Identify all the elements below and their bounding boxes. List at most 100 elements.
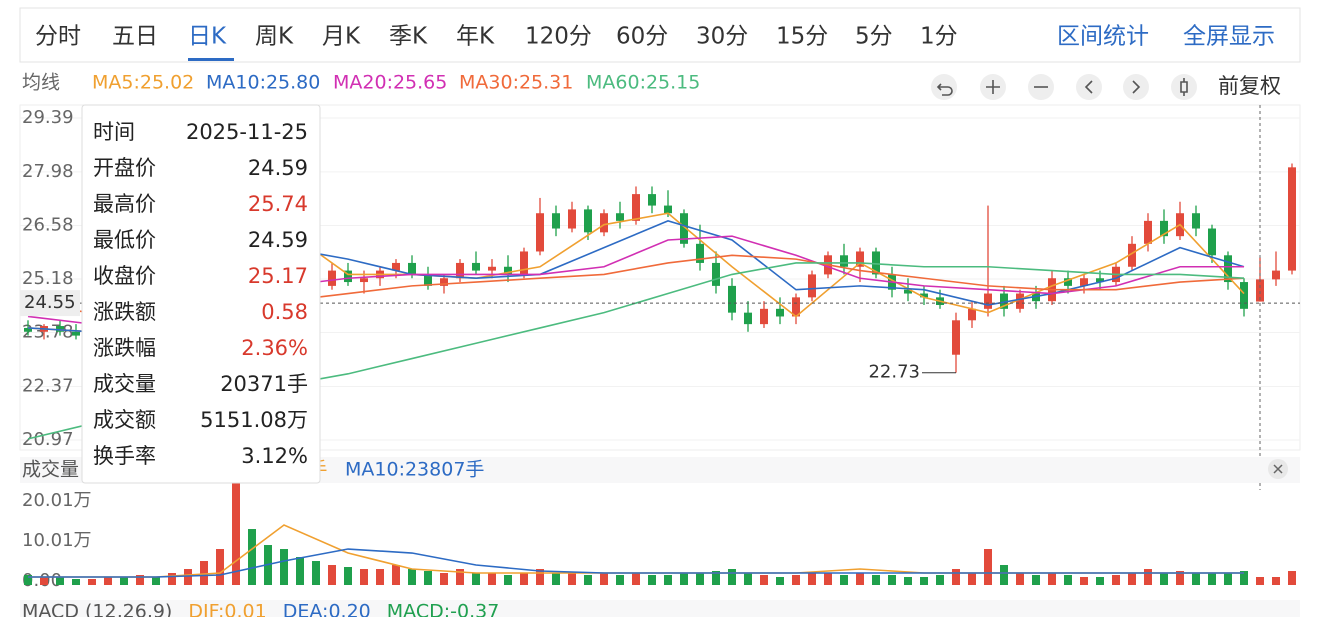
volume-bar	[1240, 571, 1248, 585]
tab[interactable]: 年K	[456, 24, 495, 50]
tab[interactable]: 月K	[322, 24, 361, 50]
volume-bar	[936, 575, 944, 585]
volume-bar	[984, 549, 992, 585]
candle-body	[360, 278, 368, 283]
volume-bar	[488, 573, 496, 585]
volume-bar	[1032, 575, 1040, 585]
tab[interactable]: 15分	[776, 24, 828, 50]
tab-underline	[188, 58, 234, 61]
candle-body	[984, 293, 992, 309]
volume-bar	[136, 575, 144, 585]
candle-body	[728, 285, 736, 313]
volume-bar	[360, 569, 368, 585]
tooltip-value: 2025-11-25	[186, 120, 308, 144]
volume-bar	[248, 529, 256, 585]
tab[interactable]: 5分	[855, 24, 893, 50]
candle-body	[600, 213, 608, 233]
volume-bar	[1192, 573, 1200, 585]
min-label: 22.73	[868, 362, 920, 383]
candle-body	[808, 274, 816, 298]
volume-title: 成交量	[22, 459, 79, 481]
candle-body	[744, 312, 752, 325]
candle-body	[616, 213, 624, 221]
action-link[interactable]: 区间统计	[1057, 24, 1149, 50]
volume-bar	[1016, 573, 1024, 585]
volume-bar	[168, 573, 176, 585]
tab[interactable]: 周K	[255, 24, 294, 50]
volume-ma-legend: MA10:23807手	[345, 459, 484, 481]
tooltip-label: 成交额	[93, 408, 156, 432]
tab[interactable]: 1分	[920, 24, 958, 50]
tooltip-value: 0.58	[261, 300, 308, 324]
volume-bar	[1000, 565, 1008, 585]
volume-bar	[1272, 577, 1280, 585]
candle-body	[488, 266, 496, 271]
volume-bar	[888, 575, 896, 585]
volume-bar	[1112, 575, 1120, 585]
candle-body	[424, 274, 432, 286]
candle-body	[328, 270, 336, 286]
candle-body	[680, 213, 688, 244]
tab[interactable]: 30分	[696, 24, 748, 50]
toolbar	[931, 74, 1197, 100]
candle-body	[856, 251, 864, 267]
volume-bar	[56, 577, 64, 585]
tab[interactable]: 季K	[389, 24, 428, 50]
candle-button[interactable]	[1171, 74, 1197, 100]
candle-body	[584, 209, 592, 233]
volume-bar	[616, 575, 624, 585]
volume-bar	[968, 573, 976, 585]
candle-body	[1144, 220, 1152, 244]
volume-bar	[232, 481, 240, 585]
tab[interactable]: 五日	[112, 24, 158, 50]
left-button[interactable]	[1076, 74, 1102, 100]
candle-body	[760, 308, 768, 325]
right-button[interactable]	[1123, 74, 1149, 100]
candle-body	[1080, 278, 1088, 286]
tooltip-value: 24.59	[248, 228, 308, 252]
macd-legend: MACD (12,26,9)	[22, 601, 172, 617]
tooltip-label: 换手率	[93, 444, 156, 468]
last-price-box	[20, 290, 80, 317]
tooltip-value: 25.17	[248, 264, 308, 288]
volume-bar	[856, 573, 864, 585]
y-tick-label: 23.78	[22, 322, 74, 343]
candle-body	[344, 270, 352, 283]
candle-body	[1160, 220, 1168, 237]
volume-bar	[376, 569, 384, 585]
tooltip	[81, 104, 321, 484]
tab[interactable]: 分时	[35, 24, 81, 50]
y-tick-label: 25.18	[22, 268, 74, 289]
candle-body	[1288, 167, 1296, 271]
volume-bar	[1160, 573, 1168, 585]
volume-bar	[152, 577, 160, 585]
plus-icon	[986, 80, 1000, 94]
volume-bar	[408, 569, 416, 585]
candle-body	[520, 251, 528, 275]
volume-bar	[552, 573, 560, 585]
adjust-button[interactable]: 前复权	[1218, 74, 1281, 98]
tooltip-value: 24.59	[248, 156, 308, 180]
candle-body	[568, 209, 576, 229]
close-icon	[1273, 464, 1283, 474]
candle-body	[648, 194, 656, 206]
y-tick-label: 20.01万	[22, 490, 92, 511]
candle-body	[664, 205, 672, 214]
volume-bar	[520, 573, 528, 585]
action-link[interactable]: 全屏显示	[1183, 24, 1275, 50]
volume-bar	[88, 579, 96, 585]
macd-header	[20, 600, 1300, 617]
volume-bar	[280, 549, 288, 585]
tab[interactable]: 120分	[525, 24, 592, 50]
tab[interactable]: 日K	[188, 24, 227, 50]
volume-bar	[664, 575, 672, 585]
volume-bar	[184, 569, 192, 585]
tab[interactable]: 60分	[616, 24, 668, 50]
tooltip-value: 2.36%	[241, 336, 308, 360]
volume-bar	[648, 575, 656, 585]
volume-bar	[72, 579, 80, 585]
candle-body	[1256, 279, 1264, 302]
volume-bar	[1208, 573, 1216, 585]
tooltip-value: 3.12%	[241, 444, 308, 468]
